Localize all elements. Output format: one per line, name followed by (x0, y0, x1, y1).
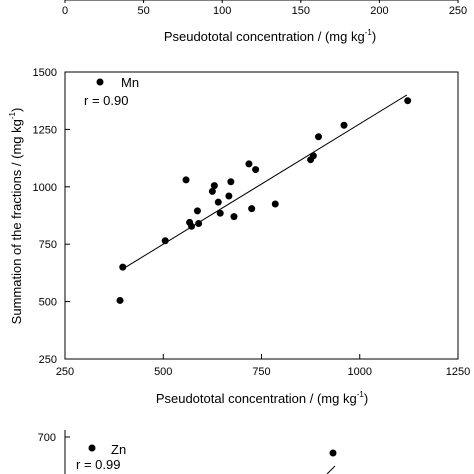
y-tick-label: 1250 (33, 124, 57, 136)
data-point (193, 207, 201, 215)
data-point (116, 296, 124, 304)
data-point (188, 222, 196, 230)
x-tick-label: 250 (56, 366, 74, 378)
correlation-annotation: r = 0.90 (84, 93, 128, 108)
y-axis-ticks: 250 500 750 1000 1250 1500 (33, 67, 70, 366)
data-point (314, 133, 322, 141)
data-point (216, 209, 224, 217)
data-point (195, 220, 203, 228)
regression-line (121, 94, 408, 270)
y-tick-label: 1500 (33, 67, 57, 79)
data-point (404, 97, 412, 105)
data-point (208, 187, 216, 195)
x-axis-label: Pseudototal concentration / (mg kg-1) (156, 390, 368, 406)
y-axis-label: Summation of the fractions / (mg kg-1) (8, 108, 24, 325)
data-point (230, 213, 238, 221)
data-points (116, 97, 412, 304)
data-point (271, 200, 279, 208)
data-point (245, 160, 253, 168)
top-panel-ticks: 0 50 100 150 200 250 (62, 0, 467, 17)
zn-legend-label: Zn (111, 442, 126, 457)
zn-panel-fragment: 700 Zn r = 0.99 (38, 430, 337, 474)
legend-label: Mn (121, 75, 139, 90)
zn-y-tick-label: 700 (38, 432, 56, 444)
x-axis-ticks: 250 500 750 1000 1250 (56, 354, 470, 378)
data-point (161, 237, 169, 245)
y-tick-label: 250 (39, 354, 57, 366)
plot-frame (64, 71, 459, 360)
data-point (225, 192, 233, 200)
top-x-tick-label: 150 (292, 5, 310, 17)
mn-panel: 250 500 750 1000 1250 250500750100012501500 … (8, 67, 470, 406)
zn-data-point (329, 449, 337, 457)
top-x-tick-label: 0 (62, 5, 68, 17)
y-tick-label: 750 (39, 239, 57, 251)
top-x-tick-label: 50 (137, 5, 149, 17)
y-tick-label: 500 (39, 297, 57, 309)
zn-correlation-annotation: r = 0.99 (76, 457, 120, 472)
data-point (119, 263, 127, 271)
top-x-tick-label: 250 (449, 5, 467, 17)
data-point (252, 166, 260, 174)
data-point (340, 121, 348, 129)
y-tick-label: 1000 (33, 182, 57, 194)
data-point (214, 198, 222, 206)
data-point (248, 205, 256, 213)
top-x-tick-label: 200 (370, 5, 388, 17)
top-panel-fragment: 0 50 100 150 200 250 Pseudototal concentratio… (62, 0, 467, 44)
x-tick-label: 750 (252, 366, 270, 378)
x-tick-label: 1000 (348, 366, 372, 378)
zn-legend-marker (88, 444, 96, 452)
data-point (182, 176, 190, 184)
top-x-tick-label: 100 (213, 5, 231, 17)
data-point (227, 178, 235, 186)
x-tick-label: 1250 (446, 366, 470, 378)
data-point (210, 182, 218, 190)
x-tick-label: 500 (154, 366, 172, 378)
legend-marker (96, 78, 104, 86)
top-panel-x-axis-label: Pseudototal concentration / (mg kg-1) (164, 28, 376, 44)
data-point (309, 152, 317, 160)
zn-regression-line (326, 465, 336, 474)
